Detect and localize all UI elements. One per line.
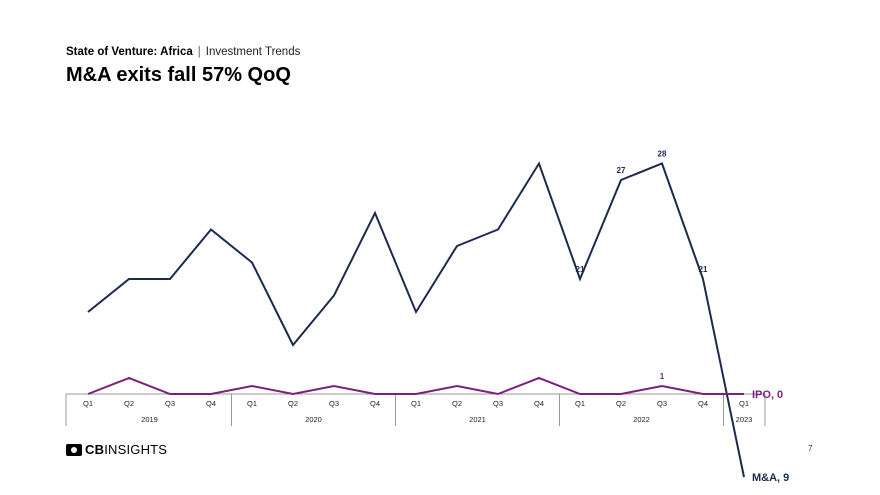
x-tick-label: Q4 (206, 399, 216, 408)
logo-rest: INSIGHTS (104, 442, 168, 457)
x-tick-label: Q1 (739, 399, 749, 408)
x-tick-label: Q1 (575, 399, 585, 408)
report-header: State of Venture: Africa | Investment Tren… (66, 46, 300, 58)
cb-logo-icon (66, 443, 82, 456)
x-tick-label: Q2 (452, 399, 462, 408)
x-tick-label: Q4 (534, 399, 544, 408)
year-label: 2019 (141, 415, 158, 424)
x-tick-label: Q2 (288, 399, 298, 408)
series-line-ma (87, 161, 745, 478)
year-label: 2022 (633, 415, 650, 424)
x-tick-label: Q3 (493, 399, 503, 408)
x-tick-label: Q4 (370, 399, 380, 408)
data-label: 1 (660, 372, 665, 381)
data-label: 21 (576, 265, 585, 274)
x-tick-label: Q2 (616, 399, 626, 408)
x-tick-label: Q1 (411, 399, 421, 408)
logo-brand: CB (85, 442, 105, 457)
data-label: 27 (617, 166, 626, 175)
section-name: Investment Trends (205, 46, 301, 58)
data-label: 21 (699, 265, 708, 274)
page-title: M&A exits fall 57% QoQ (66, 64, 291, 86)
x-tick-label: Q1 (247, 399, 257, 408)
series-end-label: M&A, 9 (752, 472, 789, 484)
x-tick-label: Q1 (83, 399, 93, 408)
x-tick-label: Q3 (657, 399, 667, 408)
report-title: State of Venture: Africa (66, 46, 193, 58)
x-tick-label: Q4 (698, 399, 708, 408)
series-line-ipo (87, 376, 744, 396)
x-tick-label: Q3 (165, 399, 175, 408)
cb-insights-logo: CBINSIGHTS (66, 442, 167, 457)
x-tick-label: Q2 (124, 399, 134, 408)
year-label: 2021 (469, 415, 486, 424)
series-end-label: IPO, 0 (752, 389, 783, 401)
year-label: 2020 (305, 415, 322, 424)
x-tick-label: Q3 (329, 399, 339, 408)
year-label: 2023 (736, 415, 753, 424)
page-number: 7 (808, 444, 813, 453)
header-separator: | (197, 46, 201, 58)
data-label: 28 (658, 150, 667, 159)
